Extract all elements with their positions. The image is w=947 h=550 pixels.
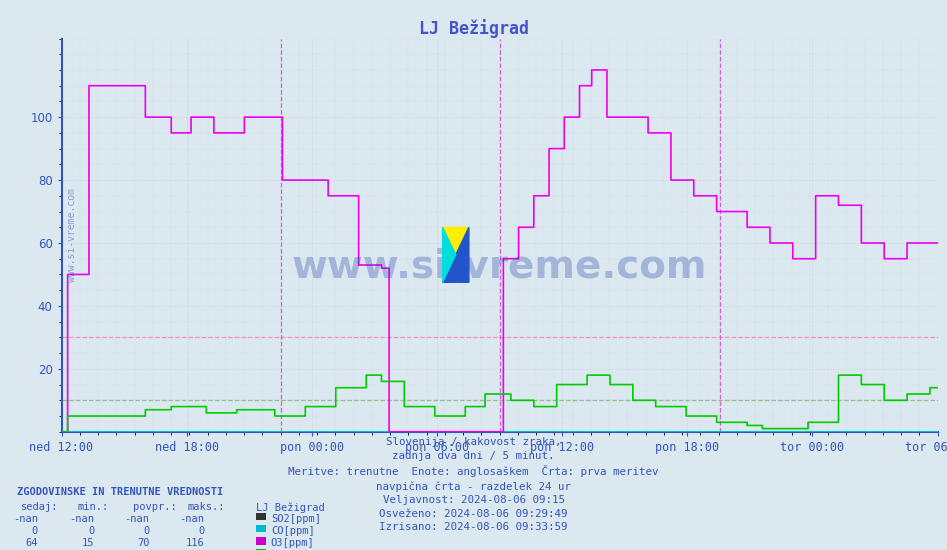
Text: O3[ppm]: O3[ppm] xyxy=(271,538,314,548)
Text: LJ Bežigrad: LJ Bežigrad xyxy=(419,19,528,39)
Text: povpr.:: povpr.: xyxy=(133,502,176,512)
Text: www.si-vreme.com: www.si-vreme.com xyxy=(292,248,707,285)
Text: CO[ppm]: CO[ppm] xyxy=(271,526,314,536)
Polygon shape xyxy=(442,227,469,282)
Text: SO2[ppm]: SO2[ppm] xyxy=(271,514,321,524)
Polygon shape xyxy=(442,227,469,282)
Text: Slovenija / kakovost zraka,
zadnja dva dni / 5 minut.
Meritve: trenutne  Enote: : Slovenija / kakovost zraka, zadnja dva d… xyxy=(288,437,659,532)
Text: -nan: -nan xyxy=(13,514,38,524)
Text: 116: 116 xyxy=(186,538,205,548)
Text: 64: 64 xyxy=(26,538,38,548)
Text: www.si-vreme.com: www.si-vreme.com xyxy=(67,188,77,282)
Text: 0: 0 xyxy=(31,526,38,536)
Text: ZGODOVINSKE IN TRENUTNE VREDNOSTI: ZGODOVINSKE IN TRENUTNE VREDNOSTI xyxy=(17,487,223,497)
Text: maks.:: maks.: xyxy=(188,502,225,512)
Text: LJ Bežigrad: LJ Bežigrad xyxy=(256,502,325,513)
Text: 0: 0 xyxy=(88,526,95,536)
Text: sedaj:: sedaj: xyxy=(21,502,59,512)
Text: min.:: min.: xyxy=(78,502,109,512)
Polygon shape xyxy=(442,227,456,282)
Text: -nan: -nan xyxy=(125,514,150,524)
Text: 15: 15 xyxy=(82,538,95,548)
Text: 0: 0 xyxy=(143,526,150,536)
Text: -nan: -nan xyxy=(70,514,95,524)
Text: 70: 70 xyxy=(137,538,150,548)
Text: 0: 0 xyxy=(198,526,205,536)
Text: -nan: -nan xyxy=(180,514,205,524)
